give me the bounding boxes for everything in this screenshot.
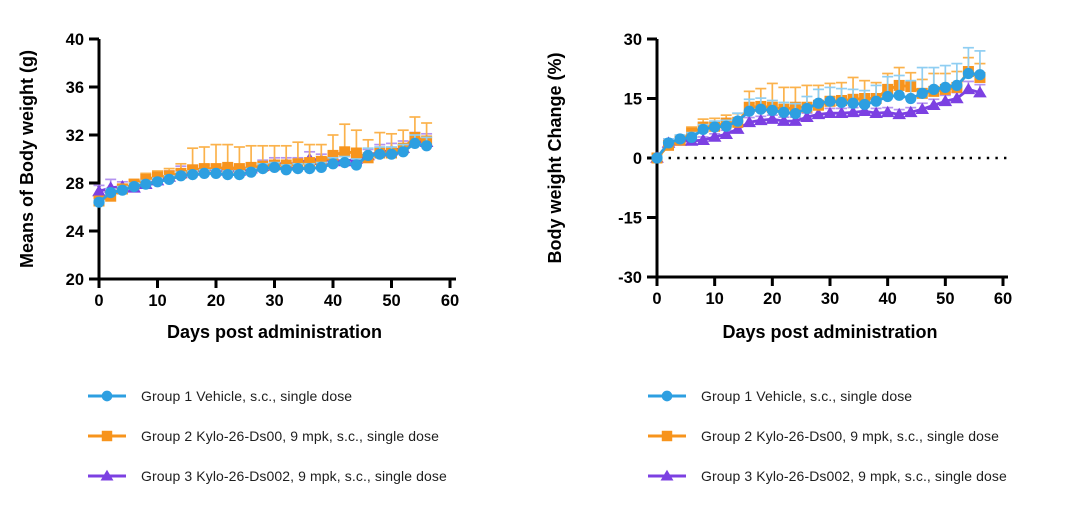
- legend-marker-circle-icon: [648, 390, 686, 402]
- legend-item-group3: Group 3 Kylo-26-Ds002, 9 mpk, s.c., sing…: [646, 456, 1007, 496]
- legend-label-group3: Group 3 Kylo-26-Ds002, 9 mpk, s.c., sing…: [141, 468, 447, 484]
- legend-label-group2: Group 2 Kylo-26-Ds00, 9 mpk, s.c., singl…: [701, 428, 999, 444]
- series-markers-group1: [651, 67, 986, 164]
- svg-text:20: 20: [207, 292, 225, 310]
- axes: -30 -15 0 15 30 0 10 20 30 40 50 60 Days post admini…: [545, 31, 1012, 342]
- legend-item-group1: Group 1 Vehicle, s.c., single dose: [86, 376, 447, 416]
- svg-text:24: 24: [66, 223, 85, 241]
- legend-item-group2: Group 2 Kylo-26-Ds00, 9 mpk, s.c., singl…: [646, 416, 1007, 456]
- svg-text:-30: -30: [618, 269, 642, 287]
- svg-text:60: 60: [441, 292, 459, 310]
- svg-text:60: 60: [994, 290, 1012, 308]
- svg-text:0: 0: [652, 290, 661, 308]
- svg-text:20: 20: [763, 290, 781, 308]
- svg-text:30: 30: [624, 31, 642, 49]
- legend-marker-triangle-icon: [648, 469, 686, 481]
- axes: 20 24 28 32 36 40 0 10 20 30 40 50 60 Days post admin…: [17, 31, 459, 342]
- svg-text:0: 0: [633, 150, 642, 168]
- svg-text:10: 10: [705, 290, 723, 308]
- legend-label-group1: Group 1 Vehicle, s.c., single dose: [141, 388, 353, 404]
- chart-body-weight-canvas: 20 24 28 32 36 40 0 10 20 30 40 50 60 Days post admin…: [17, 31, 459, 342]
- legend-marker-circle-icon: [88, 390, 126, 402]
- legend-label-group3: Group 3 Kylo-26-Ds002, 9 mpk, s.c., sing…: [701, 468, 1007, 484]
- svg-text:0: 0: [94, 292, 103, 310]
- legend-label-group1: Group 1 Vehicle, s.c., single dose: [701, 388, 913, 404]
- svg-text:Days post administration: Days post administration: [167, 322, 382, 342]
- series-markers-group1: [93, 137, 433, 208]
- svg-text:40: 40: [878, 290, 896, 308]
- legend-item-group1: Group 1 Vehicle, s.c., single dose: [646, 376, 1007, 416]
- legend-left: Group 1 Vehicle, s.c., single dose Group…: [86, 376, 447, 496]
- svg-text:28: 28: [66, 175, 84, 193]
- svg-text:-15: -15: [618, 210, 642, 228]
- svg-text:36: 36: [66, 79, 84, 97]
- svg-text:30: 30: [821, 290, 839, 308]
- svg-text:40: 40: [324, 292, 342, 310]
- legend-label-group2: Group 2 Kylo-26-Ds00, 9 mpk, s.c., singl…: [141, 428, 439, 444]
- svg-text:20: 20: [66, 271, 84, 289]
- legend-marker-square-icon: [88, 430, 126, 442]
- svg-text:50: 50: [936, 290, 954, 308]
- chart-body-weight-change-canvas: -30 -15 0 15 30 0 10 20 30 40 50 60 Days post admini…: [545, 31, 1012, 342]
- svg-text:Body weight Change (%): Body weight Change (%): [545, 52, 565, 263]
- svg-text:40: 40: [66, 31, 84, 49]
- svg-text:30: 30: [265, 292, 283, 310]
- svg-text:32: 32: [66, 127, 84, 145]
- svg-text:Days post administration: Days post administration: [722, 322, 937, 342]
- legend-marker-square-icon: [648, 430, 686, 442]
- svg-text:10: 10: [148, 292, 166, 310]
- legend-item-group2: Group 2 Kylo-26-Ds00, 9 mpk, s.c., singl…: [86, 416, 447, 456]
- legend-marker-triangle-icon: [88, 469, 126, 481]
- svg-text:15: 15: [624, 91, 642, 109]
- legend-item-group3: Group 3 Kylo-26-Ds002, 9 mpk, s.c., sing…: [86, 456, 447, 496]
- legend-right: Group 1 Vehicle, s.c., single dose Group…: [646, 376, 1007, 496]
- svg-text:Means of Body weight (g): Means of Body weight (g): [17, 50, 37, 268]
- svg-text:50: 50: [382, 292, 400, 310]
